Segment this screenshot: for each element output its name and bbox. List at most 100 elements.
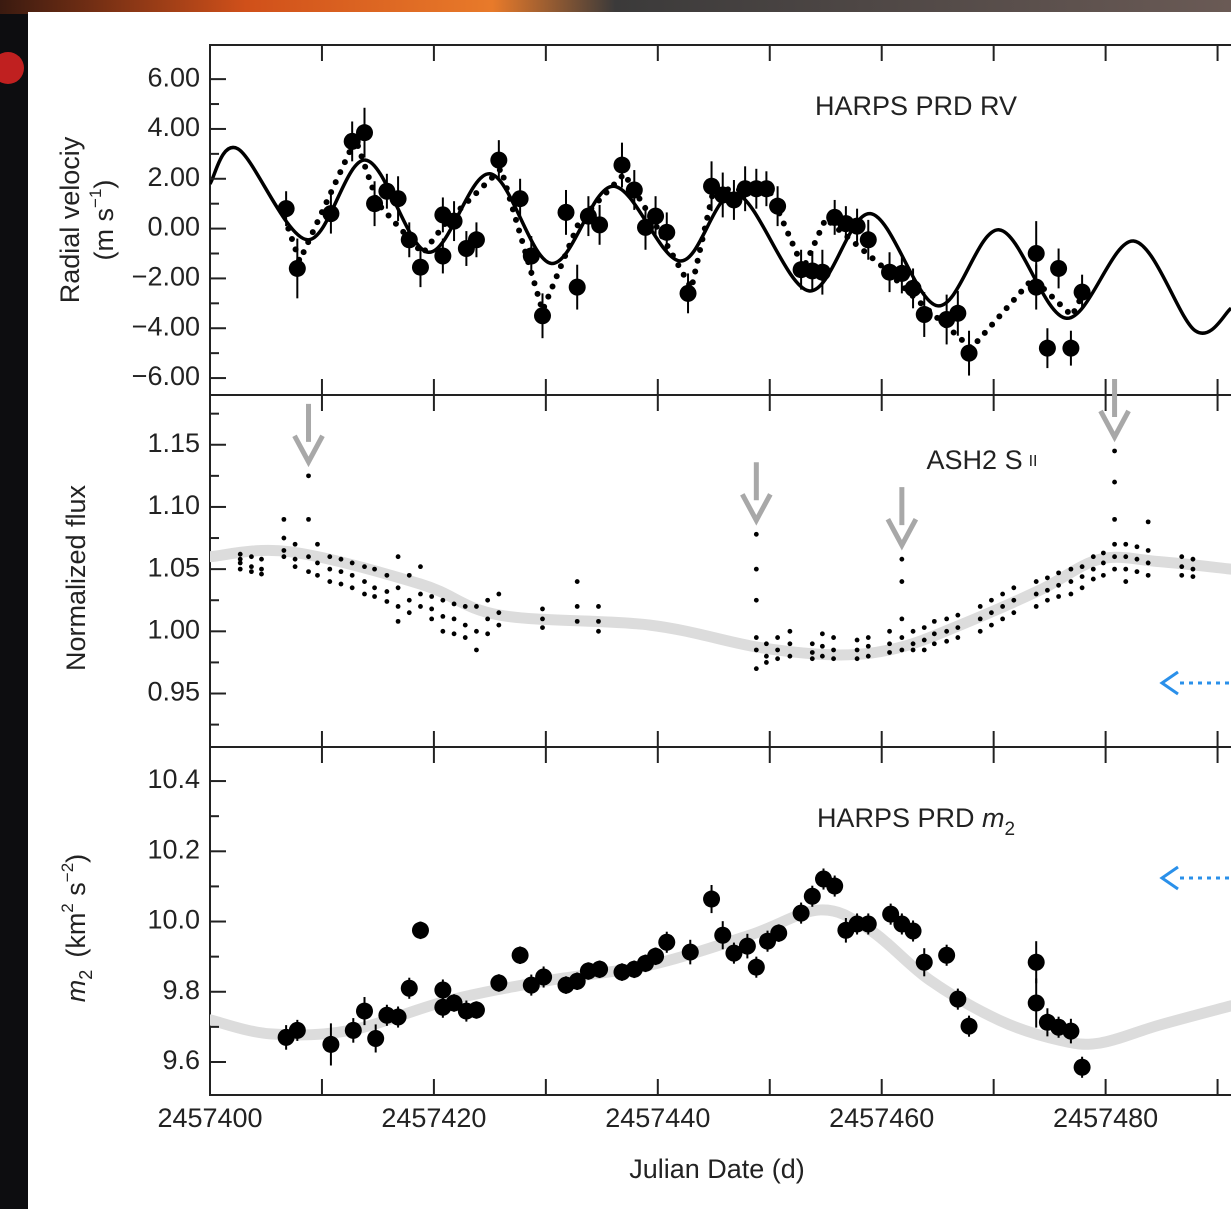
annotation-text: HARPS PRD [817,803,982,833]
data-dot [931,631,937,637]
data-dot [1011,597,1017,603]
data-dot [1079,574,1085,579]
data-dot [395,554,401,560]
data-point [434,981,452,999]
panel-plot [210,448,1231,672]
label-superscript: −1 [86,189,105,208]
data-point [445,994,463,1012]
data-dot [485,616,491,622]
data-dot [787,641,793,647]
data-dot [462,604,468,609]
data-point [1062,1022,1080,1040]
data-dot [362,591,367,597]
y-tick-label: 1.00 [147,614,200,644]
x-axis-label: Julian Date (d) [629,1154,805,1184]
data-dot [854,647,860,653]
data-dot [955,612,961,618]
data-dot [596,618,601,624]
data-dot [237,560,243,566]
data-point [1073,1058,1091,1076]
y-tick-label: −2.00 [132,262,200,292]
data-dot [429,616,435,622]
data-point [1027,953,1045,971]
y-tick-label: 10.4 [147,764,200,794]
data-dot [306,473,311,479]
y-axis-label: Radial velociy [55,136,85,303]
y-tick-label: 0.00 [147,212,200,242]
data-point [568,972,586,990]
panel-annotation: HARPS PRD m2 [817,803,1015,840]
data-point [411,258,429,276]
data-dot [831,647,836,653]
data-dot [1011,610,1017,616]
data-dot [819,653,825,659]
data-dot [809,641,815,647]
data-dot [977,604,983,609]
y-tick-label: 1.05 [147,552,200,582]
data-dot [349,585,355,591]
data-dot [887,641,892,647]
data-dot [496,591,502,597]
data-point [960,344,978,362]
data-point [859,915,877,933]
data-dot [1090,576,1096,582]
data-point [434,247,452,265]
data-dot [1123,554,1129,560]
data-point [613,156,631,174]
model-line [285,130,1087,353]
data-dot [451,616,457,622]
data-dot [440,613,446,619]
data-dot [1190,556,1196,562]
data-point [770,924,788,942]
event-arrow [292,403,325,468]
data-dot [899,616,905,622]
data-dot [462,635,468,640]
data-dot [596,604,601,609]
data-dot [540,616,545,622]
y-tick-label: 6.00 [147,62,200,92]
data-dot [281,548,287,553]
data-dot [1033,591,1039,597]
data-point [949,304,967,322]
data-dot [596,628,601,634]
data-point [467,231,485,249]
data-dot [1079,585,1085,591]
data-dot [496,610,502,616]
data-dot [362,579,367,584]
data-dot [1000,604,1006,609]
background-blob [0,52,24,84]
data-dot [809,656,815,662]
data-point [1062,339,1080,357]
data-dot [1079,564,1085,570]
data-dot [574,604,580,609]
data-dot [1145,560,1151,566]
data-point [533,307,551,325]
data-point [355,1002,373,1020]
panel-annotation: ASH2 S II [927,445,1038,475]
data-point [288,259,306,277]
data-dot [395,604,401,609]
data-dot [921,647,927,653]
label-text: (km [61,913,91,958]
data-dot [1190,574,1196,579]
data-dot [764,660,769,665]
data-dot [1033,604,1039,609]
data-point [679,284,697,302]
data-dot [1112,566,1117,572]
data-dot [485,631,491,637]
data-dot [1112,554,1117,560]
data-dot [775,647,780,653]
data-dot [955,625,961,630]
data-point [1027,994,1045,1012]
data-dot [1179,564,1185,570]
data-dot [372,594,377,599]
model-line [210,544,1231,661]
data-dot [921,625,927,630]
data-dot [306,569,311,575]
x-tick-label: 2457420 [381,1103,486,1133]
data-dot [451,631,457,637]
data-dot [819,631,825,637]
data-point [859,231,877,249]
data-dot [1056,594,1061,599]
